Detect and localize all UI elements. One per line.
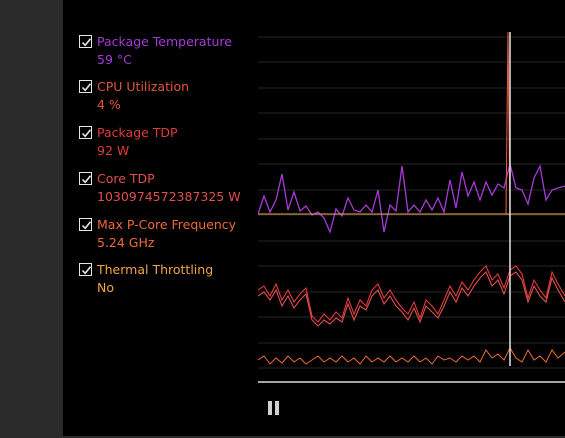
series-core-tdp xyxy=(258,271,565,327)
checkbox-package-tdp[interactable] xyxy=(79,126,92,139)
metric-value: 59 °C xyxy=(97,52,132,67)
metrics-graph[interactable] xyxy=(258,0,565,390)
checkmark-icon xyxy=(81,38,92,47)
metric-value: 92 W xyxy=(97,143,130,158)
checkbox-max-p-core-frequency[interactable] xyxy=(79,218,92,231)
metric-label: Core TDP xyxy=(97,171,155,186)
metric-value: 5.24 GHz xyxy=(97,235,155,250)
metric-label: CPU Utilization xyxy=(97,79,190,94)
metric-label: Package TDP xyxy=(97,125,178,140)
checkmark-icon xyxy=(81,83,92,92)
series-package-temperature xyxy=(258,163,565,235)
series-package-tdp xyxy=(258,265,565,323)
checkmark-icon xyxy=(81,175,92,184)
metric-label: Thermal Throttling xyxy=(97,262,214,277)
checkmark-icon xyxy=(81,266,92,275)
monitor-panel xyxy=(63,0,565,436)
metric-value: 4 % xyxy=(97,97,121,112)
panel-bottom-border xyxy=(63,436,565,438)
checkbox-thermal-throttling[interactable] xyxy=(79,263,92,276)
checkbox-package-temperature[interactable] xyxy=(79,35,92,48)
checkbox-cpu-utilization[interactable] xyxy=(79,80,92,93)
grid-lines xyxy=(258,36,565,369)
pause-button[interactable] xyxy=(266,400,282,416)
metric-label: Package Temperature xyxy=(97,34,232,49)
checkmark-icon xyxy=(81,221,92,230)
series-max-p-core-frequency xyxy=(258,346,565,365)
checkmark-icon xyxy=(81,129,92,138)
series-cpu-utilization xyxy=(258,31,565,215)
checkbox-core-tdp[interactable] xyxy=(79,172,92,185)
window-gutter xyxy=(0,0,63,438)
metric-value: 1030974572387325 W xyxy=(97,189,241,204)
metric-value: No xyxy=(97,280,114,295)
metric-label: Max P-Core Frequency xyxy=(97,217,237,232)
